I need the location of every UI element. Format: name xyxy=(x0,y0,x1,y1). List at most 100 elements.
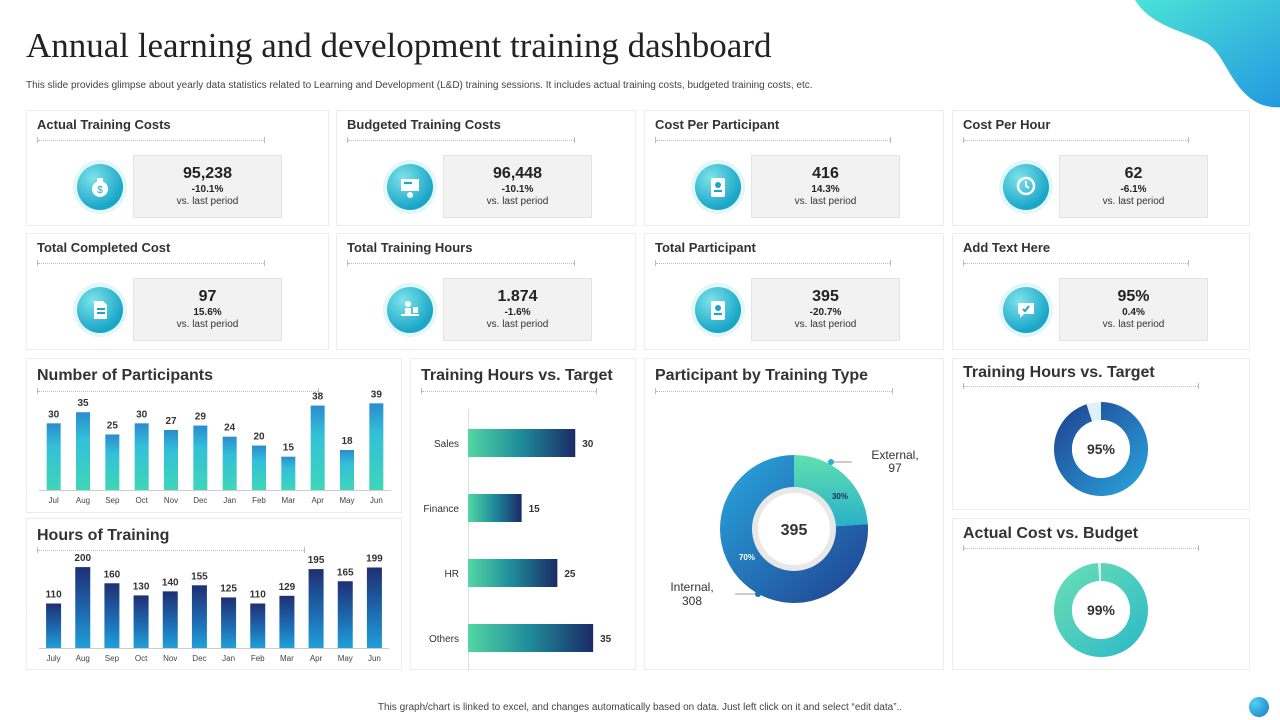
kpi-card[interactable]: Total Participant 395 -20.7% vs. last perio… xyxy=(644,233,944,350)
kpi-period: vs. last period xyxy=(486,319,549,330)
internal-callout-value: 308 xyxy=(682,594,702,608)
x-tick-label: May xyxy=(339,496,354,505)
gauge-label: 95% xyxy=(1087,441,1116,457)
title-rule xyxy=(655,388,893,394)
title-rule xyxy=(963,545,1199,551)
kpi-title: Cost Per Hour xyxy=(963,117,1051,132)
kpi-value: 97 xyxy=(198,288,217,305)
kpi-change: 15.6% xyxy=(193,307,222,318)
bar[interactable] xyxy=(308,569,324,648)
bar[interactable] xyxy=(104,583,120,648)
bar[interactable] xyxy=(105,434,120,490)
bar[interactable] xyxy=(133,595,149,648)
kpi-card[interactable]: Total Completed Cost 97 15.6% vs. last peri… xyxy=(26,233,329,350)
training-type-card[interactable]: Participant by Training Type 395 30% 70% Ex… xyxy=(644,358,944,670)
bar[interactable] xyxy=(281,456,296,490)
bar[interactable] xyxy=(46,423,61,490)
gauge-label: 99% xyxy=(1087,602,1116,618)
x-tick-label: Dec xyxy=(193,496,207,505)
hbar[interactable] xyxy=(468,494,522,522)
training-type-donut[interactable]: 395 30% 70% External,97 Internal,308 xyxy=(645,359,945,671)
bar-value-label: 25 xyxy=(107,420,119,431)
bar[interactable] xyxy=(252,445,266,490)
bar[interactable] xyxy=(75,567,91,648)
participants-chart-card[interactable]: Number of Participants 30 Jul 35 Aug 25 Sep 30… xyxy=(26,358,402,513)
bar-value-label: 27 xyxy=(165,416,177,427)
slice-external[interactable] xyxy=(794,455,868,527)
kpi-change: 14.3% xyxy=(811,184,840,195)
chat-bubble-icon xyxy=(1003,287,1049,333)
x-tick-label: Nov xyxy=(163,654,177,663)
bar-value-label: 129 xyxy=(279,582,296,593)
kpi-value: 62 xyxy=(1124,165,1143,182)
id-card-icon xyxy=(695,287,741,333)
hours-chart-card[interactable]: Hours of Training 110 July 200 Aug 160 Sep 130… xyxy=(26,518,402,670)
title-rule xyxy=(963,260,1189,266)
x-tick-label: Apr xyxy=(310,654,323,663)
gauge-fill[interactable] xyxy=(1054,563,1148,657)
gauge-hole xyxy=(1072,581,1130,639)
x-tick-label: Sep xyxy=(105,496,120,505)
gauge-fill[interactable] xyxy=(1054,402,1148,496)
bar[interactable] xyxy=(164,430,178,490)
kpi-change: 0.4% xyxy=(1122,307,1145,318)
slice-internal[interactable] xyxy=(720,455,868,603)
cost-budget-donut[interactable]: 99% xyxy=(953,519,1251,671)
kpi-card[interactable]: Add Text Here 95% 0.4% vs. last period xyxy=(952,233,1250,350)
title-rule xyxy=(347,260,575,266)
callout-dot xyxy=(828,459,834,465)
hbar[interactable] xyxy=(468,624,594,652)
kpi-title: Actual Training Costs xyxy=(37,117,171,132)
bar[interactable] xyxy=(162,591,178,648)
x-tick-label: Sep xyxy=(105,654,120,663)
title-rule xyxy=(655,137,891,143)
kpi-card[interactable]: Cost Per Participant 416 14.3% vs. last per… xyxy=(644,110,944,226)
kpi-card[interactable]: Budgeted Training Costs 96,448 -10.1% vs. l… xyxy=(336,110,636,226)
bar-value-label: 30 xyxy=(48,409,60,420)
bar[interactable] xyxy=(76,412,90,490)
bar[interactable] xyxy=(250,603,266,649)
title-rule xyxy=(37,260,265,266)
hbar[interactable] xyxy=(468,429,576,457)
bar[interactable] xyxy=(191,585,207,648)
cost-budget-gauge-card[interactable]: Actual Cost vs. Budget 99% xyxy=(952,518,1250,670)
decorative-blob xyxy=(1135,0,1280,108)
bar[interactable] xyxy=(337,581,353,648)
bar-value-label: 199 xyxy=(366,553,383,564)
bar[interactable] xyxy=(366,567,382,648)
kpi-card[interactable]: Cost Per Hour 62 -6.1% vs. last period xyxy=(952,110,1250,226)
bar[interactable] xyxy=(222,436,237,490)
bar[interactable] xyxy=(310,405,325,490)
department-hbar-chart[interactable]: Sales 30 Finance 15 HR 25 Others 35 xyxy=(411,359,637,671)
chart-title: Number of Participants xyxy=(37,367,214,384)
bar[interactable] xyxy=(221,597,237,648)
kpi-change: -10.1% xyxy=(501,184,534,195)
x-tick-label: Jan xyxy=(222,654,235,663)
hours-target-donut[interactable]: 95% xyxy=(953,359,1251,511)
bar[interactable] xyxy=(134,423,149,490)
bar[interactable] xyxy=(46,603,62,649)
bar-value-label: 155 xyxy=(191,571,208,582)
x-tick-label: Nov xyxy=(164,496,178,505)
kpi-change: -6.1% xyxy=(1120,184,1147,195)
hours-target-gauge-card[interactable]: Training Hours vs. Target 95% xyxy=(952,358,1250,510)
bar[interactable] xyxy=(193,425,208,490)
title-rule xyxy=(963,137,1189,143)
kpi-title: Budgeted Training Costs xyxy=(347,117,501,132)
kpi-card[interactable]: Total Training Hours 1.874 -1.6% vs. last p… xyxy=(336,233,636,350)
kpi-change: -10.1% xyxy=(191,184,224,195)
chart-title: Actual Cost vs. Budget xyxy=(963,525,1139,542)
title-rule xyxy=(37,137,265,143)
hbar[interactable] xyxy=(468,559,558,587)
bar-value-label: 200 xyxy=(74,553,91,564)
bar[interactable] xyxy=(340,450,354,490)
kpi-card[interactable]: Actual Training Costs $95,238 -10.1% vs. la… xyxy=(26,110,329,226)
corner-dot xyxy=(1249,697,1269,717)
bar[interactable] xyxy=(369,403,384,490)
hours-bar-chart[interactable]: 110 July 200 Aug 160 Sep 130 Oct 140 Nov 155 Dec 125… xyxy=(27,519,403,671)
participants-bar-chart[interactable]: 30 Jul 35 Aug 25 Sep 30 Oct 27 Nov 29 Dec 24 Jan 20 Feb… xyxy=(27,359,403,514)
department-hours-card[interactable]: Training Hours vs. Target Sales 30 Finance… xyxy=(410,358,637,671)
bar-value-label: 38 xyxy=(312,392,324,403)
bar[interactable] xyxy=(279,595,295,648)
kpi-change: -1.6% xyxy=(504,307,531,318)
